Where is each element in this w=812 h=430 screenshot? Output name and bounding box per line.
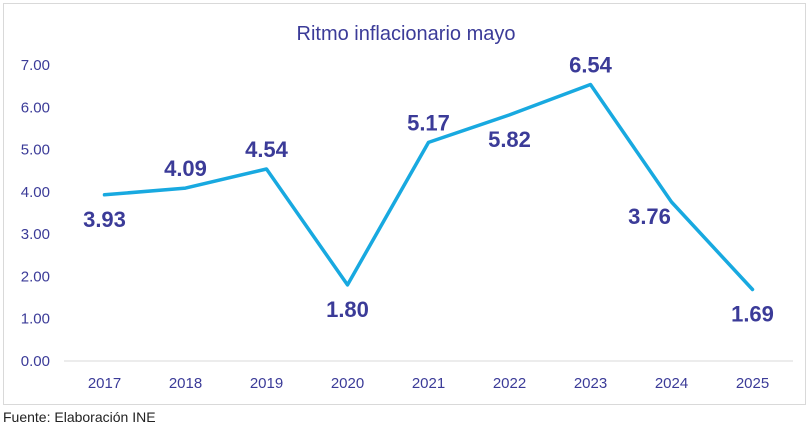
data-label: 5.17 — [407, 110, 450, 135]
data-label: 3.93 — [83, 207, 126, 232]
y-tick-label: 0.00 — [21, 353, 50, 370]
data-label: 4.09 — [164, 156, 207, 181]
series-line — [102, 82, 755, 292]
line-chart: Ritmo inflacionario mayo 0.00 1.00 2.00 3.0… — [21, 23, 793, 392]
x-tick-label: 2017 — [88, 375, 121, 392]
x-tick-label: 2024 — [655, 375, 688, 392]
data-label: 1.69 — [731, 302, 774, 327]
data-label: 1.80 — [326, 297, 369, 322]
y-tick-label: 7.00 — [21, 57, 50, 74]
chart-title: Ritmo inflacionario mayo — [297, 23, 516, 45]
x-tick-label: 2022 — [493, 375, 526, 392]
x-tick-label: 2020 — [331, 375, 364, 392]
data-label: 4.54 — [245, 137, 289, 162]
x-axis-ticks: 2017 2018 2019 2020 2021 2022 2023 2024 2025 — [88, 375, 769, 392]
x-tick-label: 2021 — [412, 375, 445, 392]
y-tick-label: 2.00 — [21, 268, 50, 285]
x-tick-label: 2025 — [736, 375, 769, 392]
data-label: 5.82 — [488, 127, 531, 152]
data-label: 3.76 — [628, 204, 671, 229]
x-tick-label: 2019 — [250, 375, 283, 392]
data-labels: 3.93 4.09 4.54 1.80 5.17 5.82 6.54 3.76 1.69 — [83, 52, 774, 326]
chart-frame: Ritmo inflacionario mayo 0.00 1.00 2.00 3.0… — [3, 3, 806, 405]
y-tick-label: 1.00 — [21, 311, 50, 328]
y-tick-label: 3.00 — [21, 226, 50, 243]
y-tick-label: 4.00 — [21, 184, 50, 201]
y-tick-label: 5.00 — [21, 142, 50, 159]
source-note: Fuente: Elaboración INE — [3, 409, 156, 425]
data-label: 6.54 — [569, 52, 613, 77]
y-axis-ticks: 0.00 1.00 2.00 3.00 4.00 5.00 6.00 7.00 — [21, 57, 50, 370]
x-tick-label: 2023 — [574, 375, 607, 392]
x-tick-label: 2018 — [169, 375, 202, 392]
y-tick-label: 6.00 — [21, 99, 50, 116]
